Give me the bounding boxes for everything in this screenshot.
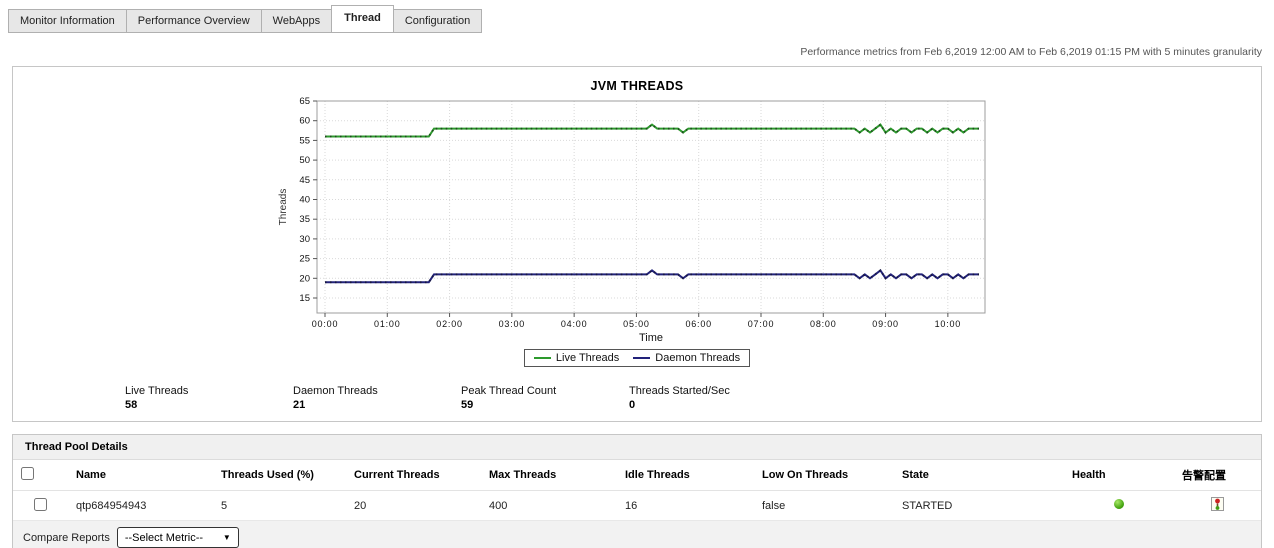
stat-value: 0: [629, 399, 636, 411]
svg-text:25: 25: [299, 254, 310, 265]
table-row: qtp684954943 5 20 400 16 false STARTED: [13, 490, 1261, 521]
thread-pool-table: Name Threads Used (%) Current Threads Ma…: [13, 460, 1261, 521]
alarm-config-icon[interactable]: [1211, 497, 1224, 514]
legend-daemon-threads-label: Daemon Threads: [655, 352, 741, 364]
col-alarm-config: 告警配置: [1174, 460, 1261, 491]
stat-value: 58: [125, 399, 138, 411]
stat-label: Live Threads: [125, 385, 189, 397]
metric-select-dropdown[interactable]: --Select Metric-- ▼: [116, 527, 239, 548]
legend-live-threads: Live Threads: [533, 352, 620, 364]
select-all-checkbox[interactable]: [21, 467, 34, 480]
cell-max-threads: 400: [481, 490, 617, 521]
tab-thread[interactable]: Thread: [331, 5, 394, 33]
chart-legend: Live Threads Daemon Threads: [277, 349, 997, 367]
table-header-row: Name Threads Used (%) Current Threads Ma…: [13, 460, 1261, 491]
metric-select-value: --Select Metric--: [124, 531, 204, 544]
stat-peak-thread-count: Peak Thread Count 59: [461, 385, 629, 411]
svg-text:55: 55: [299, 135, 310, 146]
col-health: Health: [1064, 460, 1174, 491]
col-max-threads: Max Threads: [481, 460, 617, 491]
daemon-threads-swatch: [633, 357, 651, 359]
col-idle-threads: Idle Threads: [617, 460, 754, 491]
col-current-threads: Current Threads: [346, 460, 481, 491]
legend-daemon-threads: Daemon Threads: [633, 352, 740, 364]
cell-low-on-threads: false: [754, 490, 894, 521]
thread-pool-section-title: Thread Pool Details: [13, 435, 1261, 460]
summary-stats: Live Threads 58 Daemon Threads 21 Peak T…: [125, 385, 797, 411]
stat-label: Peak Thread Count: [461, 385, 557, 397]
chart-title: JVM THREADS: [590, 79, 684, 93]
table-footer: Compare Reports --Select Metric-- ▼: [13, 521, 1261, 548]
svg-text:04:00: 04:00: [561, 319, 588, 329]
jvm-threads-chart: JVM THREADS 15 20 25 30 35 40 45 50 55 60 65 00:00 0…: [277, 79, 997, 367]
svg-text:07:00: 07:00: [748, 319, 775, 329]
svg-text:03:00: 03:00: [499, 319, 526, 329]
tab-performance-overview[interactable]: Performance Overview: [125, 9, 262, 33]
svg-text:02:00: 02:00: [436, 319, 463, 329]
svg-text:01:00: 01:00: [374, 319, 401, 329]
col-state: State: [894, 460, 1064, 491]
svg-text:08:00: 08:00: [810, 319, 837, 329]
health-status-icon[interactable]: [1114, 499, 1124, 509]
svg-text:50: 50: [299, 155, 310, 166]
row-checkbox[interactable]: [34, 497, 47, 511]
svg-text:05:00: 05:00: [623, 319, 650, 329]
tab-monitor-information[interactable]: Monitor Information: [8, 9, 127, 33]
legend-live-threads-label: Live Threads: [555, 352, 620, 364]
svg-text:60: 60: [299, 116, 310, 127]
stat-daemon-threads: Daemon Threads 21: [293, 385, 461, 411]
compare-reports-label: Compare Reports: [23, 531, 110, 544]
svg-text:Threads: Threads: [278, 189, 289, 226]
stat-threads-started-sec: Threads Started/Sec 0: [629, 385, 797, 411]
live-threads-swatch: [533, 357, 551, 359]
stat-value: 21: [293, 399, 306, 411]
svg-text:06:00: 06:00: [685, 319, 712, 329]
thread-pool-panel: Thread Pool Details Name Threads Used (%…: [12, 434, 1262, 548]
stat-label: Daemon Threads: [293, 385, 378, 397]
tab-configuration[interactable]: Configuration: [392, 9, 483, 33]
tab-bar: Monitor Information Performance Overview…: [8, 5, 1274, 33]
cell-state: STARTED: [894, 490, 1064, 521]
tab-webapps[interactable]: WebApps: [260, 9, 333, 33]
col-threads-used: Threads Used (%): [213, 460, 346, 491]
jvm-threads-panel: JVM THREADS 15 20 25 30 35 40 45 50 55 60 65 00:00 0…: [12, 66, 1262, 422]
chart-plot-area: 15 20 25 30 35 40 45 50 55 60 65 00:00 01:00 02:00 03:…: [278, 96, 986, 344]
svg-text:Time: Time: [639, 332, 663, 344]
col-low-on-threads: Low On Threads: [754, 460, 894, 491]
cell-threads-used: 5: [213, 490, 346, 521]
stat-live-threads: Live Threads 58: [125, 385, 293, 411]
metrics-period-note: Performance metrics from Feb 6,2019 12:0…: [800, 46, 1262, 58]
col-name: Name: [68, 460, 213, 491]
svg-text:40: 40: [299, 195, 310, 206]
svg-text:45: 45: [299, 175, 310, 186]
cell-name: qtp684954943: [68, 490, 213, 521]
svg-text:35: 35: [299, 214, 310, 225]
svg-text:15: 15: [299, 293, 310, 304]
cell-idle-threads: 16: [617, 490, 754, 521]
svg-text:10:00: 10:00: [935, 319, 962, 329]
svg-text:09:00: 09:00: [872, 319, 899, 329]
chevron-down-icon: ▼: [222, 533, 231, 542]
stat-label: Threads Started/Sec: [629, 385, 730, 397]
svg-text:00:00: 00:00: [312, 319, 339, 329]
svg-text:20: 20: [299, 273, 310, 284]
svg-text:30: 30: [299, 234, 310, 245]
stat-value: 59: [461, 399, 474, 411]
svg-text:65: 65: [299, 96, 310, 107]
cell-current-threads: 20: [346, 490, 481, 521]
